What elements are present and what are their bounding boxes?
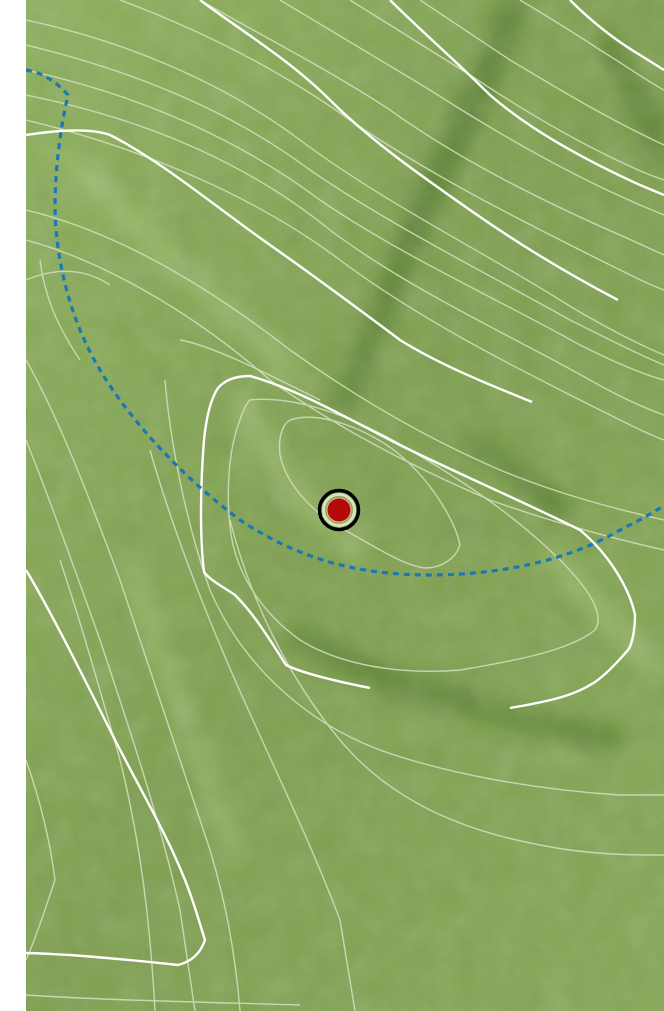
contour-lines	[26, 0, 664, 1011]
index-contours	[26, 0, 664, 967]
location-pin-icon[interactable]	[317, 488, 361, 532]
boundary-line	[26, 68, 664, 577]
